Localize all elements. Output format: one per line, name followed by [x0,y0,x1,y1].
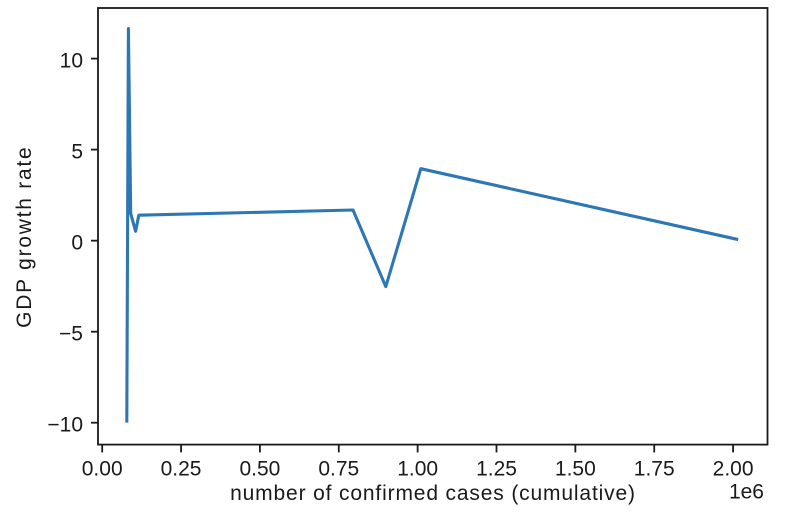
svg-text:0.25: 0.25 [161,458,202,481]
svg-text:2.00: 2.00 [713,458,754,481]
svg-text:−10: −10 [47,414,83,437]
svg-text:0: 0 [71,232,83,255]
svg-text:5: 5 [71,141,83,164]
svg-text:1.50: 1.50 [555,458,596,481]
svg-text:0.50: 0.50 [239,458,280,481]
svg-text:−5: −5 [59,323,83,346]
svg-text:1.75: 1.75 [634,458,675,481]
svg-text:GDP growth rate: GDP growth rate [13,146,36,328]
svg-text:10: 10 [60,50,83,73]
svg-text:0.75: 0.75 [318,458,359,481]
svg-text:1.25: 1.25 [476,458,517,481]
svg-text:1.00: 1.00 [397,458,438,481]
svg-text:number of confirmed cases (cum: number of confirmed cases (cumulative) [230,482,636,505]
svg-text:0.00: 0.00 [82,458,123,481]
svg-text:1e6: 1e6 [729,481,764,504]
